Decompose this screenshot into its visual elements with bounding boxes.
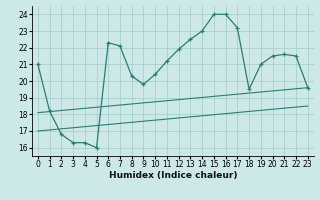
X-axis label: Humidex (Indice chaleur): Humidex (Indice chaleur) bbox=[108, 171, 237, 180]
